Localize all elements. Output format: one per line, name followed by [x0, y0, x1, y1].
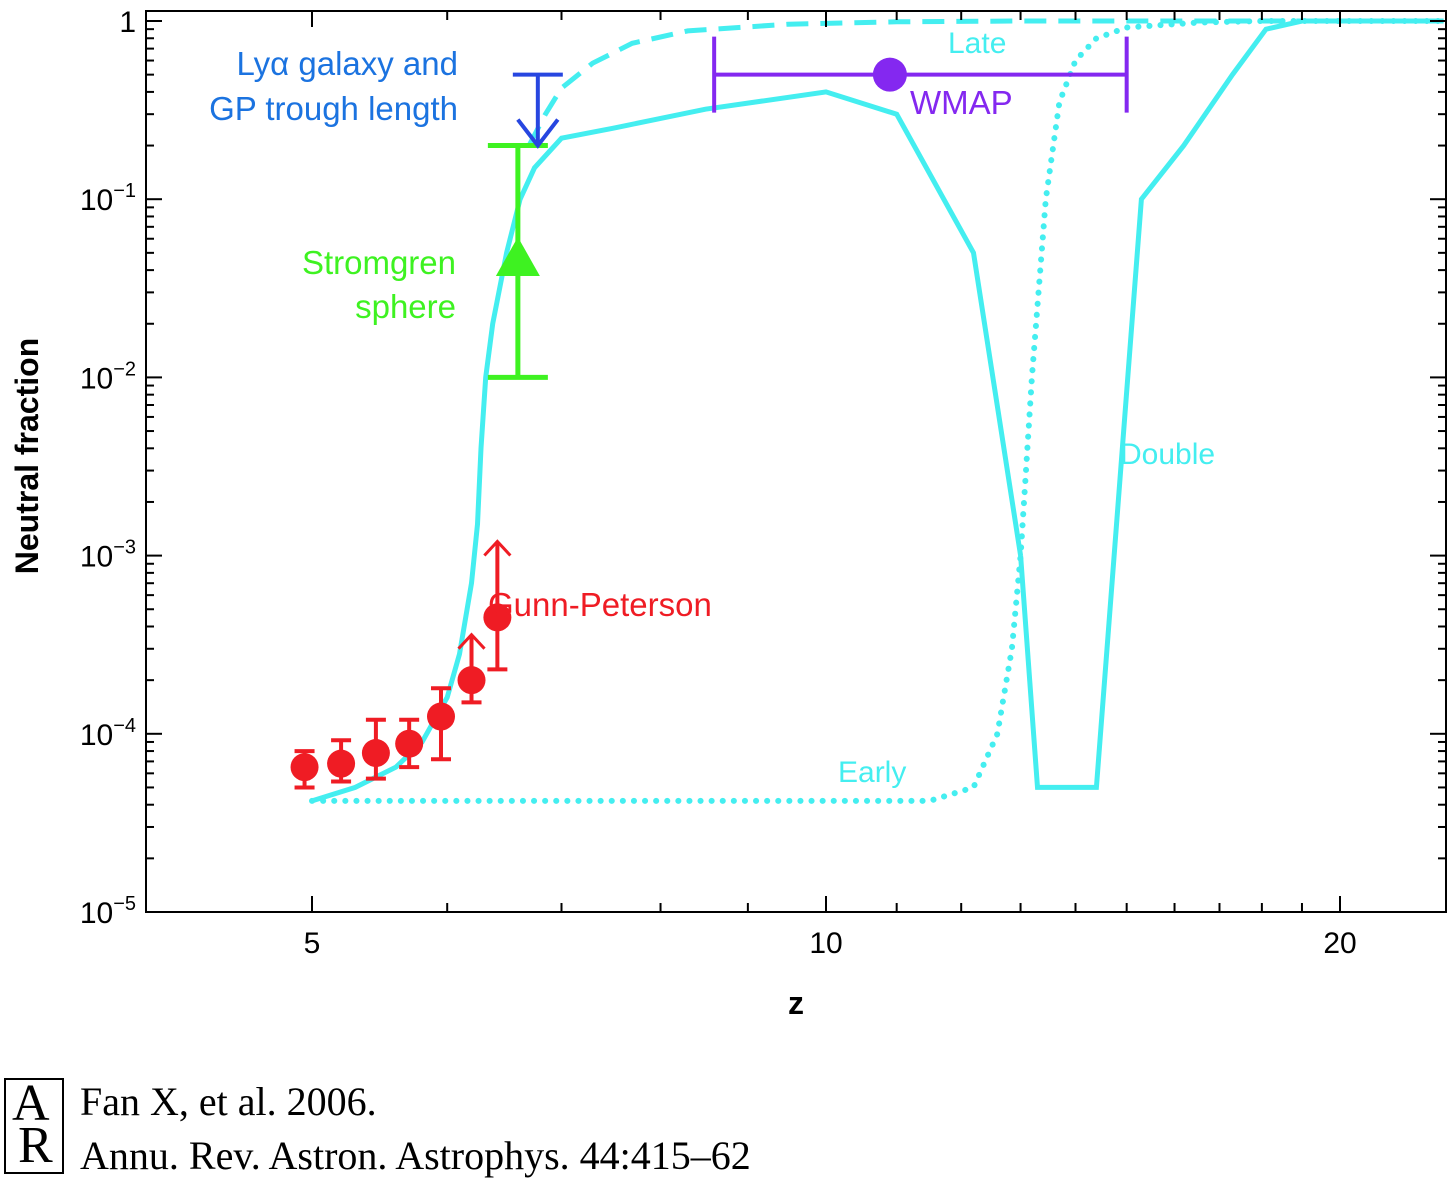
axes: 5 10 20 1 10−1 10−2 10−3 10−4 10−5 [80, 6, 1447, 960]
citation: A R Fan X, et al. 2006. Annu. Rev. Astro… [0, 1072, 900, 1182]
wmap-label: WMAP [910, 84, 1013, 121]
x-tick-label: 20 [1323, 927, 1356, 960]
gunn-peterson-label: Gunn-Peterson [488, 586, 712, 623]
gp-lower-limit-arrow [457, 632, 486, 650]
y-tick-label: 1 [119, 6, 136, 39]
y-axis-title: Neutral fraction [9, 338, 45, 574]
y-tick-label: 10−3 [80, 537, 136, 574]
x-tick-label: 5 [304, 927, 321, 960]
gp-data-point [395, 729, 424, 758]
gp-lower-limit-arrow [483, 539, 512, 557]
chart: 5 10 20 1 10−1 10−2 10−3 10−4 10−5 Lyα galaxy an… [9, 6, 1447, 1021]
citation-line1: Fan X, et al. 2006. [80, 1079, 377, 1124]
plot-frame [145, 10, 1447, 913]
stromgren-label-line2: sphere [355, 288, 456, 325]
x-tick-label: 10 [809, 927, 842, 960]
lya-limit-arrow [516, 118, 560, 149]
gp-data-point [290, 753, 319, 782]
x-axis-title: z [788, 985, 804, 1021]
y-tick-label: 10−1 [80, 180, 136, 217]
annotations: Lyα galaxy and GP trough length Stromgre… [9, 27, 1215, 1021]
early-label: Early [838, 756, 906, 789]
model-curve-late [311, 89, 1024, 804]
gp-data-point [327, 749, 356, 778]
model-curves [309, 18, 1447, 804]
model-curve-double [1018, 18, 1444, 790]
double-label: Double [1120, 438, 1215, 471]
logo-letter-r: R [18, 1117, 53, 1174]
stromgren-marker [495, 236, 540, 276]
gp-data-point [483, 603, 512, 632]
stromgren-label-line1: Stromgren [302, 244, 456, 281]
model-curve-dashed [526, 18, 1340, 147]
y-tick-label: 10−2 [80, 358, 136, 395]
annual-reviews-logo: A R [4, 1078, 64, 1174]
logo-letter-a: A [12, 1075, 50, 1132]
late-label: Late [948, 27, 1006, 60]
citation-line2: Annu. Rev. Astron. Astrophys. 44:415–62 [80, 1133, 751, 1178]
y-tick-label: 10−4 [80, 715, 136, 752]
y-tick-label: 10−5 [80, 893, 136, 930]
gp-data-point [426, 702, 455, 731]
observational-constraints [290, 36, 1129, 790]
lya-label-line2: GP trough length [209, 90, 458, 127]
wmap-data-point [872, 57, 907, 92]
gp-data-point [361, 739, 390, 768]
lya-label-line1: Lyα galaxy and [237, 45, 459, 82]
gp-data-point [457, 666, 486, 695]
